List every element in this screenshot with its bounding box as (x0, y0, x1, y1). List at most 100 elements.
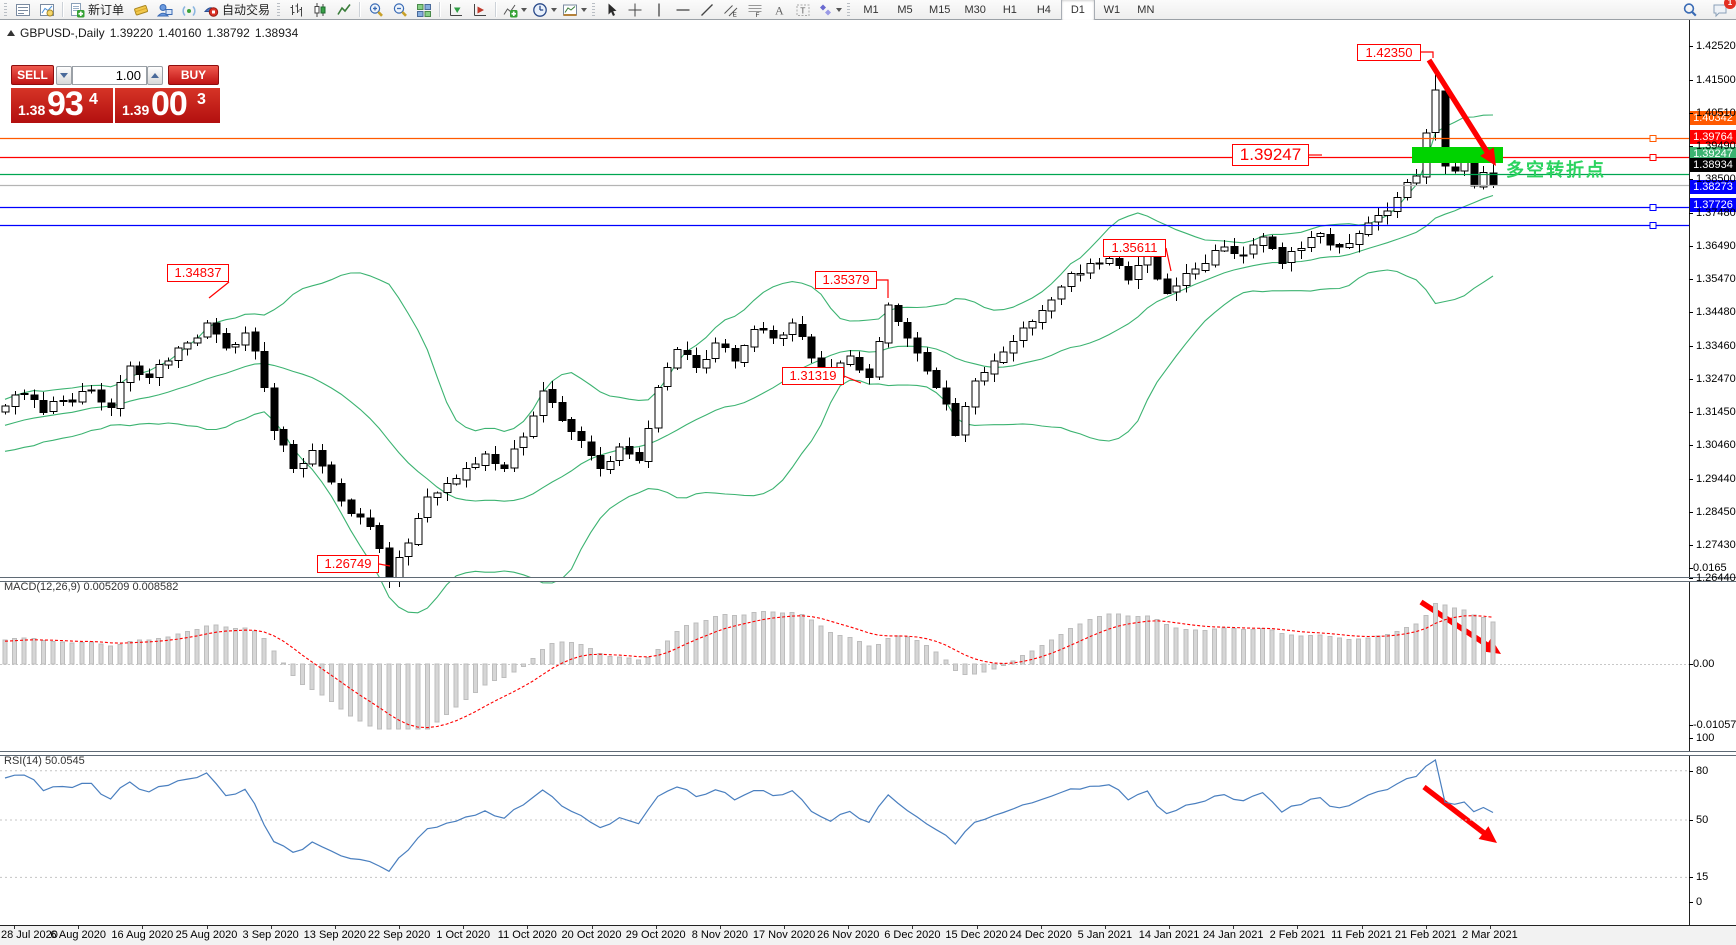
sell-price-box[interactable]: 1.38 93 4 (11, 85, 113, 123)
time-axis[interactable]: 28 Jul 2020 6 Aug 2020 16 Aug 2020 25 Aug 2… (0, 925, 1736, 945)
price-chart[interactable] (0, 20, 1736, 925)
macd-down-arrow[interactable] (1419, 599, 1502, 654)
toolbar-separator (359, 2, 362, 17)
navigator-button[interactable] (153, 0, 177, 20)
timeframe-m1[interactable]: M1 (863, 3, 879, 16)
trendline-icon (701, 3, 713, 16)
timeframe-m15[interactable]: M15 (929, 3, 951, 16)
toolbar: 新订单 自动交易 E F A T M1 M5 M15 M30 H1 H4 D1 W1 MN (0, 0, 1736, 21)
zoom-out-button[interactable] (388, 0, 412, 20)
price-label-1.42350[interactable]: 1.42350 (1357, 44, 1421, 61)
signal-button[interactable] (177, 0, 201, 20)
sell-price-sup: 4 (89, 91, 98, 108)
price-label-1.35611[interactable]: 1.35611 (1103, 239, 1166, 257)
price-tick-label: 1.37480 (1696, 206, 1736, 219)
hline-handle[interactable] (1649, 154, 1657, 161)
toolbar-grip[interactable] (592, 2, 596, 17)
price-badge: 1.37726 (1690, 197, 1736, 212)
volume-input[interactable] (72, 66, 147, 85)
volume-increase-button[interactable] (147, 66, 163, 85)
timeframe-m5[interactable]: M5 (897, 3, 913, 16)
arrows-button[interactable] (815, 0, 845, 20)
price-tick-mark (1689, 578, 1693, 579)
date-label: 28 Jul 2020 (1, 929, 58, 941)
timeframe-d1[interactable]: D1 (1060, 0, 1095, 21)
price-label-1.26749[interactable]: 1.26749 (317, 555, 379, 573)
candlestick-button[interactable] (308, 0, 332, 20)
chevron-down-icon (581, 7, 588, 12)
price-label-1.31319[interactable]: 1.31319 (782, 367, 844, 385)
pane-splitter-rsi[interactable] (0, 751, 1736, 756)
chat-icon[interactable]: 1 (1708, 0, 1736, 20)
price-label-1.35379[interactable]: 1.35379 (815, 271, 877, 289)
chart-shift-button[interactable] (468, 0, 492, 20)
chart-window-button[interactable] (35, 0, 59, 20)
pane-splitter-macd[interactable] (0, 577, 1736, 582)
price-tick-label: 1.26440 (1696, 572, 1736, 584)
price-tick-mark (1689, 146, 1693, 148)
rsi-down-arrow[interactable] (1422, 784, 1497, 843)
date-label: 20 Oct 2020 (561, 929, 622, 941)
hline-handle[interactable] (1649, 135, 1657, 142)
date-label: 1 Oct 2020 (436, 929, 491, 941)
horizontal-line-button[interactable] (671, 0, 695, 20)
tile-windows-icon (417, 3, 432, 17)
price-tick-mark (1689, 345, 1693, 347)
tile-windows-button[interactable] (412, 0, 436, 20)
new-order-button[interactable]: 新订单 (67, 0, 129, 20)
vertical-line-button[interactable] (647, 0, 671, 20)
buy-price-prefix: 1.39 (122, 102, 150, 118)
turning-point-annotation[interactable]: 多空转折点 (1506, 160, 1606, 180)
zoom-in-button[interactable] (364, 0, 388, 20)
timeframe-h4[interactable]: H4 (1036, 3, 1051, 16)
cursor-button[interactable] (599, 0, 623, 20)
channel-icon: E (724, 4, 738, 18)
toolbar-grip[interactable] (4, 2, 7, 17)
collapse-panel-icon[interactable] (7, 30, 15, 36)
macd-axis-label: 0.0165 (1693, 562, 1727, 574)
timeframe-m30[interactable]: M30 (964, 3, 986, 16)
rsi-tick-mark (1689, 738, 1693, 739)
autotrading-button[interactable]: 自动交易 (201, 0, 275, 20)
auto-scroll-button[interactable] (444, 0, 468, 20)
buy-price-big: 00 (151, 85, 188, 123)
price-tick-label: 1.27430 (1696, 539, 1736, 552)
timeframe-w1[interactable]: W1 (1103, 3, 1121, 16)
fibonacci-button[interactable]: F (743, 0, 767, 20)
date-label: 16 Aug 2020 (111, 929, 174, 941)
sell-button[interactable]: SELL (11, 65, 54, 85)
price-tick-label: 1.33460 (1696, 339, 1736, 352)
buy-button[interactable]: BUY (168, 65, 219, 85)
toolbar-grip[interactable] (847, 2, 851, 17)
main-down-arrow[interactable] (1426, 58, 1496, 166)
periods-button[interactable] (530, 0, 560, 20)
highlight-rect[interactable] (1412, 147, 1503, 163)
text-label-button[interactable]: T (791, 0, 815, 20)
templates-button[interactable] (560, 0, 590, 20)
metaeditor-button[interactable] (129, 0, 153, 20)
volume-decrease-button[interactable] (56, 66, 72, 85)
indicators-button[interactable] (500, 0, 530, 20)
toolbar-grip[interactable] (277, 2, 281, 17)
search-icon[interactable] (1678, 0, 1702, 20)
timeframe-mn[interactable]: MN (1137, 3, 1155, 16)
callout-leader (877, 279, 889, 298)
trendline-button[interactable] (695, 0, 719, 20)
market-watch-button[interactable] (11, 0, 35, 20)
bollinger-upper (4, 114, 1494, 432)
bar-chart-button[interactable] (284, 0, 308, 20)
ohlc-close: 1.38934 (254, 26, 299, 40)
buy-price-box[interactable]: 1.39 00 3 (115, 85, 220, 123)
price-label-1.39247[interactable]: 1.39247 (1232, 144, 1309, 166)
line-chart-button[interactable] (332, 0, 356, 20)
date-label: 5 Jan 2021 (1077, 929, 1133, 941)
hline-handle[interactable] (1649, 204, 1657, 211)
toolbar-right: 1 (1678, 0, 1736, 20)
crosshair-button[interactable] (623, 0, 647, 20)
hline-handle[interactable] (1649, 222, 1657, 229)
channel-button[interactable]: E (719, 0, 743, 20)
price-tick-label: 1.41500 (1696, 73, 1736, 86)
text-button[interactable]: A (767, 0, 791, 20)
price-label-1.34837[interactable]: 1.34837 (167, 264, 229, 282)
timeframe-h1[interactable]: H1 (1002, 3, 1017, 16)
